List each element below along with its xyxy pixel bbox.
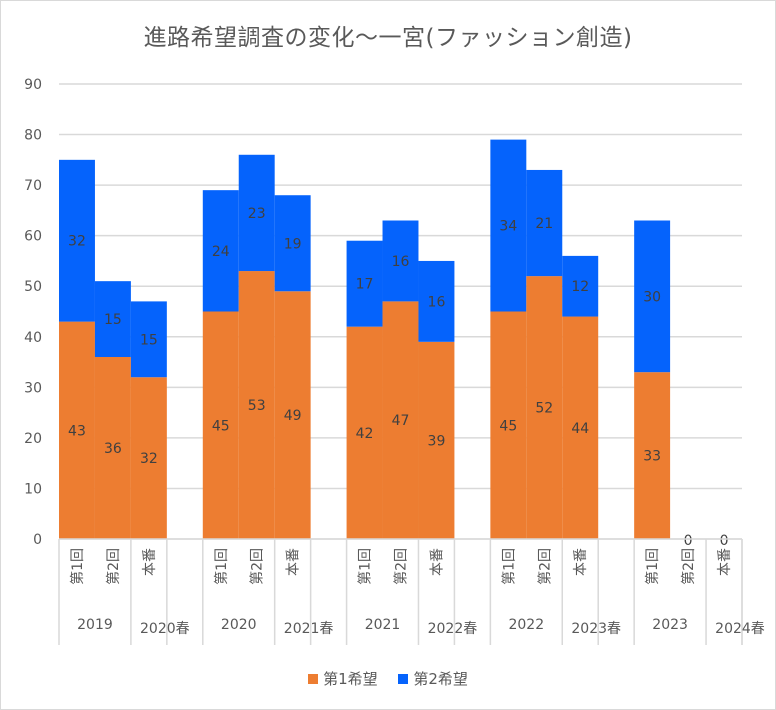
bar-second-choice bbox=[59, 159, 95, 322]
x-group-year-label: 2019 bbox=[77, 617, 113, 633]
data-label-first-choice: 33 bbox=[643, 449, 661, 465]
bar-first-choice bbox=[94, 357, 131, 539]
bar-second-choice bbox=[202, 190, 239, 312]
bar-second-choice bbox=[418, 260, 455, 342]
bar-first-choice bbox=[562, 316, 599, 539]
data-label-second-choice: 34 bbox=[499, 219, 517, 235]
chart-title: 進路希望調査の変化〜一宮(ファッション創造) bbox=[143, 25, 633, 51]
x-category-label: 第1回 bbox=[357, 548, 374, 585]
legend-swatch-second-choice bbox=[398, 673, 409, 684]
x-category-label: 第1回 bbox=[69, 548, 86, 585]
y-tick-label: 20 bbox=[24, 431, 42, 447]
bar-second-choice bbox=[490, 139, 527, 312]
data-label-second-choice: 19 bbox=[284, 236, 302, 252]
y-tick-label: 60 bbox=[24, 229, 42, 245]
bar-first-choice bbox=[346, 326, 383, 539]
data-label-second-choice: 15 bbox=[140, 332, 158, 348]
data-label-second-choice: 30 bbox=[643, 289, 661, 305]
x-group-year-label: 2020 bbox=[221, 617, 257, 633]
x-group-spring-label: 2024春 bbox=[715, 621, 765, 637]
x-category-label: 第2回 bbox=[393, 548, 410, 585]
data-label-second-choice: 24 bbox=[212, 244, 230, 260]
x-category-label: 第2回 bbox=[249, 548, 266, 585]
bar-first-choice bbox=[238, 271, 275, 539]
y-tick-label: 50 bbox=[24, 279, 42, 295]
x-group-year-label: 2022 bbox=[508, 617, 544, 633]
x-group-spring-label: 2021春 bbox=[284, 621, 334, 637]
legend-item-first-choice: 第1希望 bbox=[308, 668, 378, 689]
data-label-first-choice: 44 bbox=[571, 421, 589, 437]
legend-swatch-first-choice bbox=[308, 673, 319, 684]
data-label-first-choice: 52 bbox=[535, 401, 553, 417]
bar-first-choice bbox=[382, 301, 419, 539]
bar-second-choice bbox=[94, 281, 131, 357]
data-label-first-choice: 53 bbox=[248, 398, 266, 414]
bar-first-choice bbox=[274, 291, 311, 539]
bar-first-choice bbox=[634, 372, 671, 539]
y-tick-label: 30 bbox=[24, 380, 42, 396]
bar-first-choice bbox=[202, 311, 239, 539]
data-label-second-choice: 21 bbox=[535, 216, 553, 232]
x-category-label: 本番 bbox=[717, 548, 733, 576]
x-group-spring-label: 2022春 bbox=[428, 621, 478, 637]
y-tick-label: 0 bbox=[33, 532, 42, 548]
x-category-label: 本番 bbox=[286, 548, 302, 576]
y-tick-label: 10 bbox=[24, 481, 42, 497]
x-group-year-label: 2021 bbox=[365, 617, 401, 633]
x-group-spring-label: 2020春 bbox=[140, 621, 190, 637]
legend: 第1希望 第2希望 bbox=[0, 668, 776, 689]
data-label-zero: 0 bbox=[720, 533, 729, 549]
x-category-label: 本番 bbox=[573, 548, 589, 576]
legend-item-second-choice: 第2希望 bbox=[398, 668, 468, 689]
data-label-second-choice: 32 bbox=[68, 234, 86, 250]
x-category-label: 第2回 bbox=[105, 548, 122, 585]
bar-second-choice bbox=[346, 240, 383, 327]
bar-first-choice bbox=[526, 276, 563, 539]
data-label-second-choice: 12 bbox=[571, 279, 589, 295]
bar-first-choice bbox=[59, 321, 95, 539]
bar-second-choice bbox=[130, 301, 167, 378]
data-label-first-choice: 42 bbox=[356, 426, 374, 442]
bar-second-choice bbox=[238, 154, 275, 272]
x-category-label: 第1回 bbox=[500, 548, 517, 585]
data-label-first-choice: 45 bbox=[499, 418, 517, 434]
data-label-first-choice: 39 bbox=[428, 433, 446, 449]
data-label-second-choice: 16 bbox=[428, 294, 446, 310]
data-label-second-choice: 23 bbox=[248, 206, 266, 222]
legend-label-first-choice: 第1希望 bbox=[323, 670, 378, 688]
y-tick-label: 80 bbox=[24, 128, 42, 144]
bar-second-choice bbox=[526, 169, 563, 277]
x-category-label: 第2回 bbox=[680, 548, 697, 585]
data-label-second-choice: 17 bbox=[356, 277, 374, 293]
data-label-zero: 0 bbox=[684, 533, 693, 549]
bar-second-choice bbox=[562, 255, 599, 317]
y-tick-label: 90 bbox=[24, 77, 42, 93]
bar-second-choice bbox=[382, 220, 419, 302]
x-category-label: 第1回 bbox=[213, 548, 230, 585]
data-label-first-choice: 49 bbox=[284, 408, 302, 424]
data-label-first-choice: 45 bbox=[212, 418, 230, 434]
data-label-first-choice: 47 bbox=[392, 413, 410, 429]
y-tick-label: 40 bbox=[24, 330, 42, 346]
bar-second-choice bbox=[274, 195, 311, 292]
x-category-label: 本番 bbox=[142, 548, 158, 576]
x-category-label: 本番 bbox=[429, 548, 445, 576]
data-label-second-choice: 16 bbox=[392, 254, 410, 270]
y-tick-label: 70 bbox=[24, 178, 42, 194]
bar-second-choice bbox=[634, 220, 671, 373]
legend-label-second-choice: 第2希望 bbox=[413, 670, 468, 688]
x-category-label: 第1回 bbox=[644, 548, 661, 585]
x-category-label: 第2回 bbox=[536, 548, 553, 585]
x-group-year-label: 2023 bbox=[652, 617, 688, 633]
bar-first-choice bbox=[418, 341, 455, 539]
x-group-spring-label: 2023春 bbox=[571, 621, 621, 637]
data-label-first-choice: 36 bbox=[104, 441, 122, 457]
bar-first-choice bbox=[490, 311, 527, 539]
data-label-first-choice: 43 bbox=[68, 423, 86, 439]
data-label-second-choice: 15 bbox=[104, 312, 122, 328]
bar-first-choice bbox=[130, 377, 167, 539]
data-label-first-choice: 32 bbox=[140, 451, 158, 467]
